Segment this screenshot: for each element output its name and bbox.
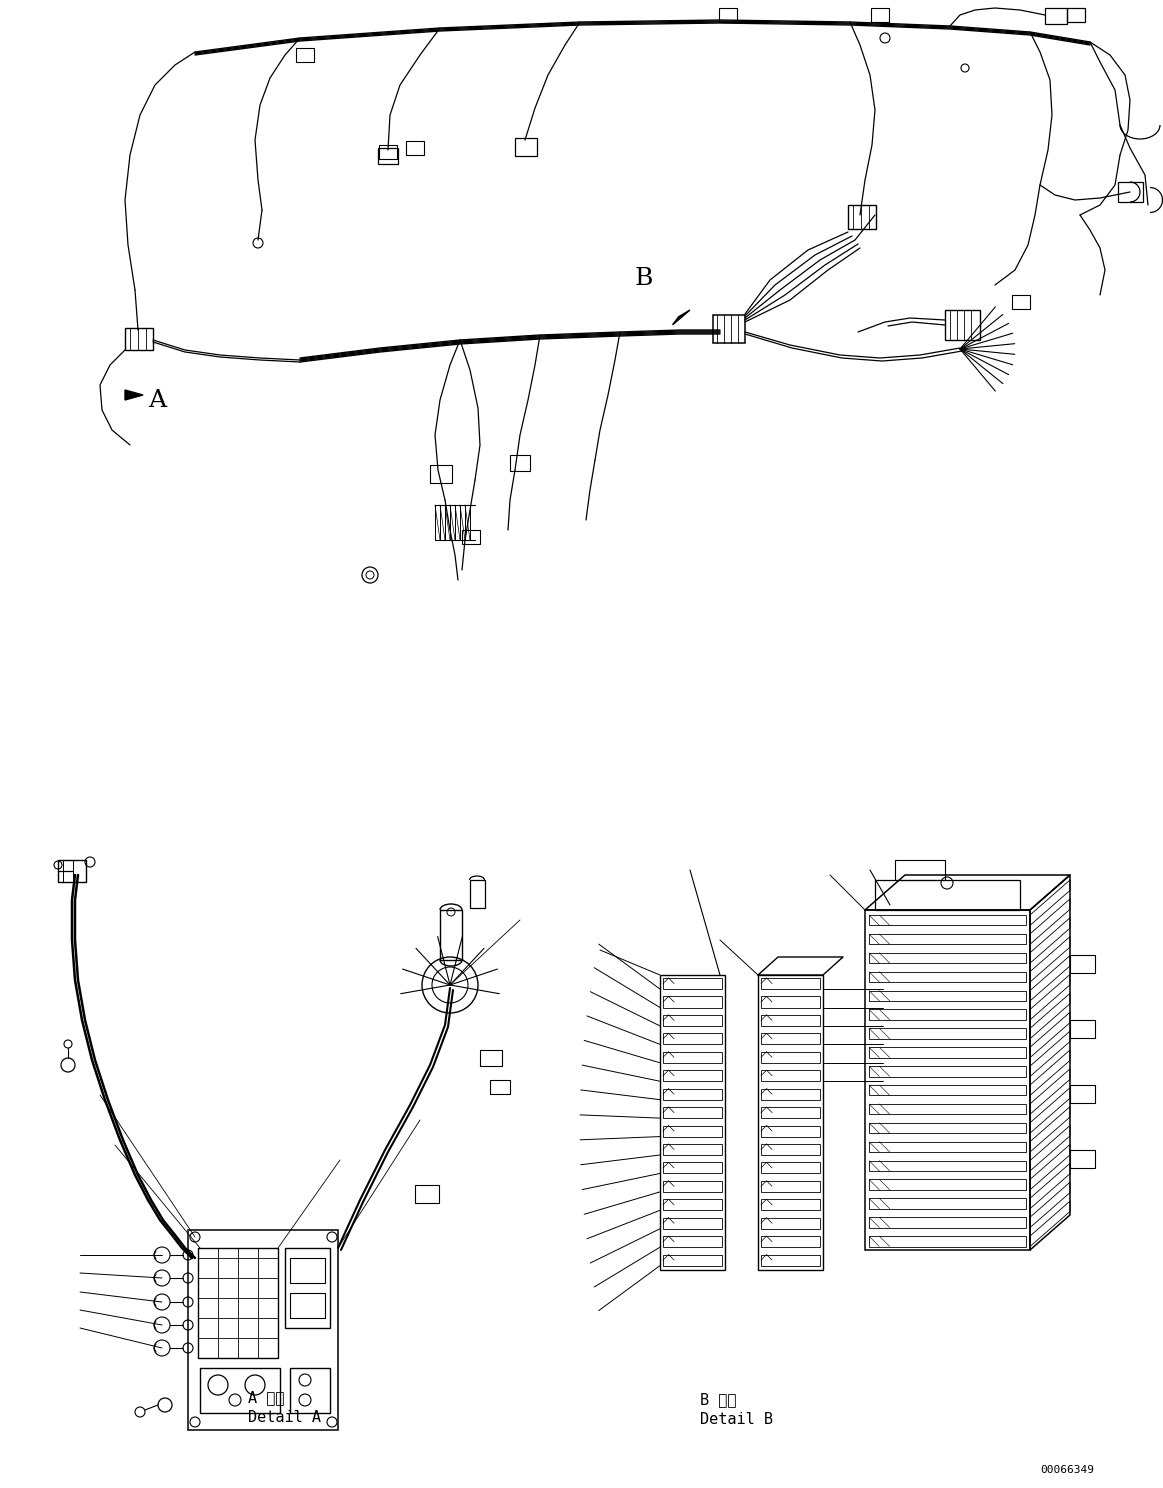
Bar — [1070, 955, 1096, 973]
Bar — [290, 1293, 324, 1318]
Bar — [406, 141, 424, 155]
Bar — [511, 455, 530, 472]
Bar — [663, 1144, 722, 1155]
Bar — [663, 1052, 722, 1062]
Bar — [1070, 1150, 1096, 1168]
Bar — [379, 144, 397, 159]
Bar — [1070, 1085, 1096, 1103]
Bar — [663, 1162, 722, 1174]
Text: B: B — [635, 266, 654, 290]
Text: B 詳細: B 詳細 — [700, 1393, 736, 1408]
Bar — [188, 1231, 338, 1430]
Bar — [663, 1107, 722, 1117]
Bar — [440, 911, 462, 960]
Bar — [1012, 295, 1030, 310]
Bar — [869, 1048, 1026, 1058]
Bar — [58, 860, 86, 882]
Bar — [124, 327, 154, 350]
Bar — [663, 1125, 722, 1137]
Bar — [761, 1199, 820, 1210]
Bar — [663, 1237, 722, 1247]
Bar — [869, 1180, 1026, 1190]
Bar — [761, 1015, 820, 1025]
Bar — [761, 1125, 820, 1137]
Bar — [290, 1257, 324, 1283]
Bar — [297, 48, 314, 62]
Bar — [1070, 1019, 1096, 1039]
Bar — [869, 1237, 1026, 1247]
Bar — [758, 975, 823, 1269]
Bar — [470, 879, 485, 908]
Bar — [663, 1070, 722, 1082]
Bar — [761, 1144, 820, 1155]
Bar — [869, 1085, 1026, 1095]
Bar — [869, 1104, 1026, 1115]
Bar — [869, 952, 1026, 963]
Bar — [1066, 7, 1085, 22]
Bar — [663, 1033, 722, 1045]
Bar — [663, 1015, 722, 1025]
Text: 00066349: 00066349 — [1040, 1466, 1094, 1475]
Bar — [1046, 7, 1066, 24]
Bar — [869, 1217, 1026, 1228]
Bar — [869, 934, 1026, 945]
Bar — [865, 911, 1030, 1250]
Bar — [713, 315, 745, 344]
Text: Detail B: Detail B — [700, 1412, 773, 1427]
Bar — [663, 1181, 722, 1192]
Bar — [896, 860, 946, 879]
Bar — [761, 1033, 820, 1045]
Bar — [869, 1141, 1026, 1152]
Bar — [869, 1123, 1026, 1134]
Bar — [761, 1217, 820, 1229]
Polygon shape — [672, 310, 690, 324]
Bar — [719, 7, 737, 22]
Bar — [430, 464, 452, 484]
Bar — [869, 1065, 1026, 1076]
Bar — [285, 1248, 330, 1327]
Bar — [663, 1217, 722, 1229]
Bar — [761, 1181, 820, 1192]
Bar — [415, 1184, 438, 1202]
Text: Detail A: Detail A — [248, 1411, 321, 1426]
Bar — [515, 138, 537, 156]
Bar — [761, 978, 820, 990]
Bar — [663, 1254, 722, 1266]
Bar — [761, 1254, 820, 1266]
Bar — [480, 1051, 502, 1065]
Bar — [869, 991, 1026, 1001]
Bar — [198, 1248, 278, 1359]
Bar — [871, 7, 889, 22]
Bar — [761, 1070, 820, 1082]
Bar — [659, 975, 725, 1269]
Bar — [378, 147, 398, 164]
Bar — [869, 1009, 1026, 1019]
Bar — [761, 997, 820, 1007]
Bar — [875, 879, 1020, 911]
Bar — [663, 1199, 722, 1210]
Bar — [663, 997, 722, 1007]
Bar — [761, 1237, 820, 1247]
Bar — [1118, 182, 1143, 202]
Bar — [869, 915, 1026, 926]
Bar — [663, 1089, 722, 1100]
Bar — [290, 1367, 330, 1414]
Bar — [761, 1052, 820, 1062]
Bar — [848, 205, 876, 229]
Bar — [663, 978, 722, 990]
Bar — [869, 1198, 1026, 1208]
Text: A 詳細: A 詳細 — [248, 1390, 285, 1406]
Bar — [869, 1028, 1026, 1039]
Bar — [200, 1367, 280, 1414]
Text: A: A — [148, 388, 166, 412]
Bar — [946, 310, 980, 339]
Bar — [761, 1162, 820, 1174]
Bar — [490, 1080, 511, 1094]
Bar — [462, 530, 480, 545]
Bar — [869, 972, 1026, 982]
Bar — [761, 1107, 820, 1117]
Polygon shape — [124, 390, 143, 400]
Bar — [761, 1089, 820, 1100]
Bar — [869, 1161, 1026, 1171]
